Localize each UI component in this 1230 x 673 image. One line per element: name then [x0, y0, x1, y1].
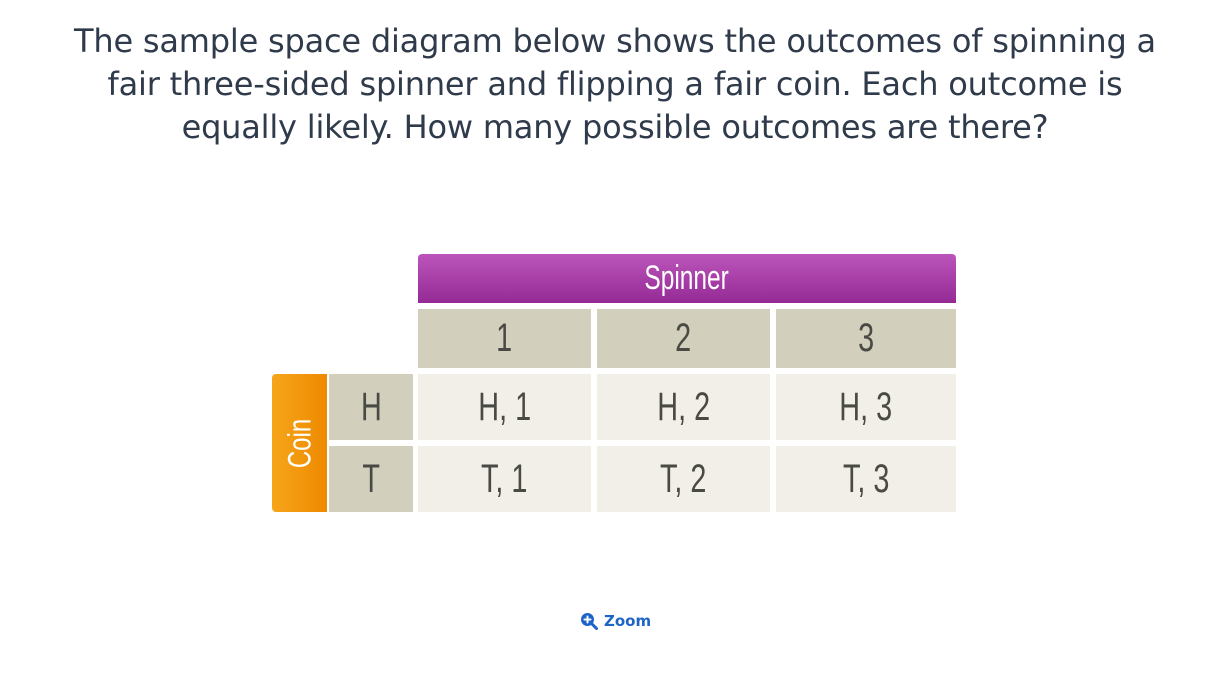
spinner-value-2: 2: [597, 309, 770, 368]
outcome-cell-h1: H, 1: [418, 374, 591, 440]
outcome-cell-t1: T, 1: [418, 446, 591, 512]
outcome-label: T, 2: [660, 456, 707, 501]
outcome-label: H, 2: [657, 384, 710, 429]
zoom-button[interactable]: Zoom: [580, 612, 651, 630]
coin-value-label: H: [360, 384, 382, 429]
spinner-value-3: 3: [776, 309, 956, 368]
outcome-cell-h3: H, 3: [776, 374, 956, 440]
outcome-label: T, 3: [842, 456, 890, 501]
coin-value-t: T: [329, 446, 413, 512]
spinner-value-label: 3: [857, 316, 875, 360]
outcome-cell-h2: H, 2: [597, 374, 770, 440]
spinner-value-label: 1: [496, 316, 513, 360]
spinner-value-1: 1: [418, 309, 591, 368]
outcome-cell-t2: T, 2: [597, 446, 770, 512]
zoom-in-icon: [581, 613, 598, 630]
spinner-label: Spinner: [644, 259, 730, 297]
coin-label: Coin: [281, 418, 317, 468]
question-text: The sample space diagram below shows the…: [30, 20, 1200, 149]
outcome-label: H, 3: [839, 384, 893, 429]
question-line-2: fair three-sided spinner and flipping a …: [107, 65, 1123, 103]
question-line-3: equally likely. How many possible outcom…: [181, 108, 1049, 146]
outcome-label: T, 1: [481, 456, 528, 501]
zoom-label: Zoom: [604, 612, 652, 630]
spinner-header: Spinner: [418, 254, 956, 303]
outcome-cell-t3: T, 3: [776, 446, 956, 512]
question-line-1: The sample space diagram below shows the…: [74, 22, 1156, 60]
coin-header: Coin: [272, 374, 327, 512]
outcome-label: H, 1: [478, 384, 531, 429]
spinner-value-label: 2: [675, 316, 692, 360]
coin-value-label: T: [362, 456, 380, 501]
coin-value-h: H: [329, 374, 413, 440]
